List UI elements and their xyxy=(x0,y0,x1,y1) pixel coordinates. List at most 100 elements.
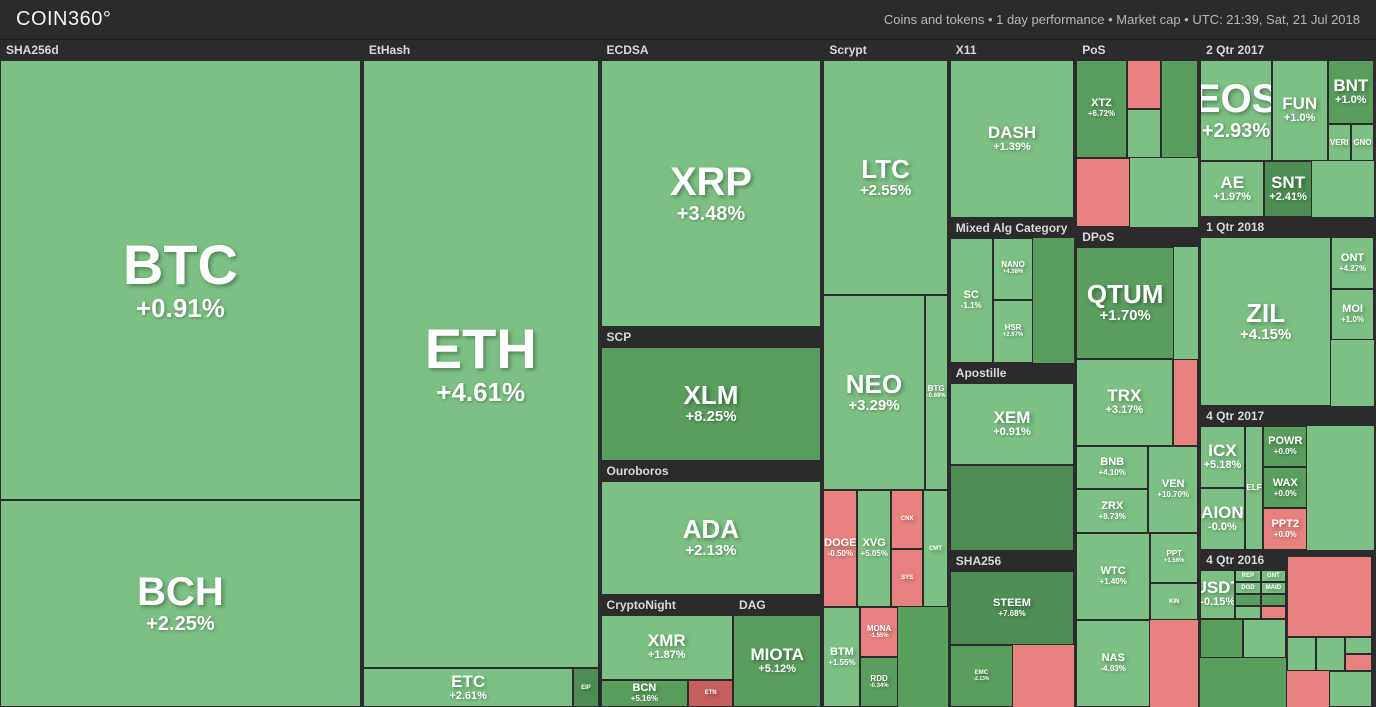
tile-mona[interactable]: MONA -1.55% xyxy=(860,607,897,657)
tile-neo[interactable]: NEO +3.29% xyxy=(823,295,924,490)
tile-gnt[interactable] xyxy=(1316,637,1345,671)
tile-ont[interactable]: AION -0.0% xyxy=(1200,488,1245,550)
tile-waves[interactable]: PPT +1.56% xyxy=(1150,533,1198,583)
tile-x13-misc[interactable] xyxy=(1013,645,1074,707)
tile-doge[interactable]: DOGE -0.50% xyxy=(823,490,857,608)
tile-dpos-misc2[interactable] xyxy=(1150,620,1198,707)
tile-eip[interactable]: EIP xyxy=(573,668,598,707)
tile-iost[interactable]: POWR +0.0% xyxy=(1263,426,1307,467)
tile-bat[interactable]: BNB +4.10% xyxy=(1076,446,1148,490)
tile-dash[interactable]: DASH +1.39% xyxy=(950,60,1074,218)
tile-eng[interactable] xyxy=(1235,606,1260,618)
tile-q4-2017-misc[interactable] xyxy=(1200,658,1286,707)
tile-powr[interactable]: DGD xyxy=(1235,582,1260,594)
tile-sc[interactable]: SC -1.1% xyxy=(950,238,993,363)
tile-btm[interactable]: BTM +1.55% xyxy=(823,607,860,707)
tile-ht[interactable]: WAX +0.0% xyxy=(1263,467,1307,508)
tile-qtum[interactable]: TRX +3.17% xyxy=(1076,359,1172,446)
tile-nxt[interactable] xyxy=(1127,109,1162,158)
tile-ada[interactable]: ADA +2.13% xyxy=(601,481,822,595)
category-label-x13: SHA256 xyxy=(950,551,1074,571)
tile-steem[interactable]: XTZ +6.72% xyxy=(1076,60,1127,158)
tile-rhoc[interactable] xyxy=(1243,619,1286,658)
tile-ven[interactable]: SNT +2.41% xyxy=(1264,161,1312,217)
tile-dgb[interactable]: WTC +1.40% xyxy=(1076,533,1150,620)
tile-cmt[interactable]: CMT xyxy=(923,490,948,608)
tile-ltc[interactable]: LTC +2.55% xyxy=(823,60,947,295)
tile-gid[interactable] xyxy=(1261,606,1286,618)
tile-wax[interactable]: MAID xyxy=(1261,582,1286,594)
tile-omg[interactable]: FUN +1.0% xyxy=(1272,60,1328,161)
tile-moac[interactable]: PPT2 +0.0% xyxy=(1263,508,1307,549)
tile-ppt[interactable]: GNO xyxy=(1351,124,1374,161)
tile-ae[interactable]: ONT +4.27% xyxy=(1331,237,1374,288)
tile-emc[interactable] xyxy=(1127,60,1162,109)
tile-icx[interactable]: USDT -0.15% xyxy=(1200,570,1235,619)
tile-pos-misc[interactable] xyxy=(1174,247,1198,358)
tile-q2-misc[interactable] xyxy=(1331,340,1374,406)
tile-rdd[interactable]: RDD -0.34% xyxy=(860,657,897,707)
header: COIN360° Coins and tokens • 1 day perfor… xyxy=(0,0,1376,40)
tile-mixed-misc[interactable] xyxy=(1033,238,1074,363)
tile-q3-misc[interactable] xyxy=(1312,161,1374,217)
tile-moi[interactable]: ELF xyxy=(1245,426,1264,550)
tile-rep[interactable] xyxy=(1287,637,1316,671)
tile-eos[interactable]: ZIL +4.15% xyxy=(1200,237,1331,406)
tile-nano[interactable]: NANO +4.38% xyxy=(993,238,1034,300)
tile-qash[interactable] xyxy=(1261,594,1286,606)
tile-elf[interactable]: GNT xyxy=(1261,570,1286,582)
tile-xmr[interactable]: XMR +1.87% xyxy=(601,615,733,680)
tile-pivx[interactable]: KIN xyxy=(1150,583,1198,620)
tile-wtc[interactable]: VERI xyxy=(1328,124,1351,161)
tile-btc[interactable]: BTC +0.91% xyxy=(0,60,361,500)
column-ecdsa: ECDSA XRP +3.48% SCP XLM +8.25% Ouroboro… xyxy=(601,40,824,707)
tile-bcn[interactable]: BCN +5.16% xyxy=(601,680,689,707)
category-label-dag: DAG xyxy=(733,595,821,615)
tile-bnb[interactable]: AE +1.97% xyxy=(1200,161,1264,217)
category-label-ouroboros: Ouroboros xyxy=(601,461,822,481)
tile-xvg[interactable]: XVG +5.05% xyxy=(857,490,891,608)
tile-maid[interactable] xyxy=(1345,654,1372,671)
tile-etn[interactable]: ETN xyxy=(688,680,733,707)
tile-fpx[interactable] xyxy=(1235,594,1260,606)
tile-zrx[interactable]: BNT +1.0% xyxy=(1328,60,1374,124)
tile-etc[interactable]: ETC +2.61% xyxy=(363,668,573,707)
tile-hot-cvt[interactable] xyxy=(1287,671,1328,707)
tile-bch[interactable]: BCH +2.25% xyxy=(0,500,361,707)
tile-hsr[interactable]: HSR +2.67% xyxy=(993,300,1034,362)
tile-bcd[interactable]: STEEM +7.68% xyxy=(950,571,1074,644)
tile-zil[interactable]: ICX +5.18% xyxy=(1200,426,1245,488)
tile-xlm[interactable]: XLM +8.25% xyxy=(601,347,822,461)
column-scrypt: Scrypt LTC +2.55% NEO +3.29% BTG -0.69% xyxy=(823,40,949,707)
tile-xtz[interactable]: QTUM +1.70% xyxy=(1076,247,1174,358)
category-label-scrypt: Scrypt xyxy=(823,40,947,60)
tile-xem[interactable]: XEM +0.91% xyxy=(950,383,1074,465)
tile-dgd[interactable] xyxy=(1345,637,1372,654)
tile-aion[interactable]: REP xyxy=(1235,570,1260,582)
tile-dpos-misc1[interactable] xyxy=(1173,359,1199,446)
tile-mkr[interactable] xyxy=(1329,671,1372,707)
tile-miota[interactable]: MIOTA +5.12% xyxy=(733,615,821,707)
tile-q1-misc[interactable] xyxy=(1307,426,1374,550)
tile-ela[interactable] xyxy=(1161,60,1198,158)
column-ethash: EtHash ETH +4.61% ETC +2.61% EIP xyxy=(363,40,601,707)
tile-xrp[interactable]: XRP +3.48% xyxy=(601,60,822,327)
tile-cnx[interactable]: CNX xyxy=(891,490,923,549)
tile-strat[interactable]: EMC -2.13% xyxy=(950,645,1013,707)
tile-zec[interactable] xyxy=(950,465,1074,552)
category-label-sha256: PoS xyxy=(1076,40,1198,60)
tile-usdt[interactable] xyxy=(1287,556,1372,638)
tile-dcr[interactable]: VEN +10.70% xyxy=(1148,446,1198,533)
category-label-sha256d: SHA256d xyxy=(0,40,361,60)
tile-eth[interactable]: ETH +4.61% xyxy=(363,60,599,668)
tile-snt[interactable]: MOI +1.0% xyxy=(1331,289,1374,340)
tile-bts[interactable]: NAS -4.03% xyxy=(1076,620,1150,707)
tile-wan[interactable]: ZRX +8.73% xyxy=(1076,489,1148,533)
tile-sys[interactable]: SYS xyxy=(891,549,923,608)
tile-sha256-misc[interactable] xyxy=(1130,158,1199,228)
tile-kcs[interactable] xyxy=(1200,619,1243,658)
tile-btg[interactable]: BTG -0.69% xyxy=(925,295,948,490)
tile-xin[interactable] xyxy=(1076,158,1129,228)
tile-trx[interactable]: EOS +2.93% xyxy=(1200,60,1272,161)
tile-scrypt-misc[interactable] xyxy=(898,607,948,707)
